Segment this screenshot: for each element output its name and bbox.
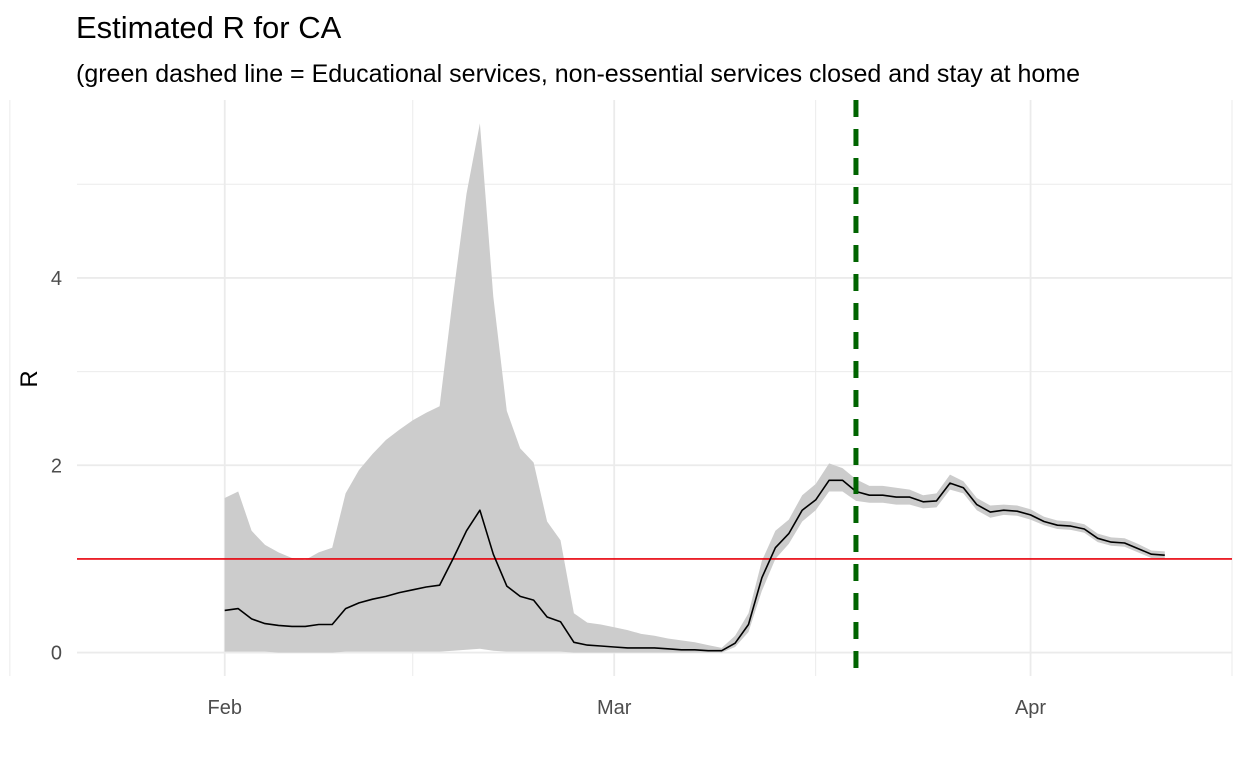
x-tick-label: Mar (597, 697, 632, 719)
x-tick-label: Feb (207, 697, 241, 719)
y-tick-label: 4 (51, 268, 62, 290)
y-tick-label: 2 (51, 455, 62, 477)
y-tick-label: 0 (51, 643, 62, 665)
chart-subtitle: (green dashed line = Educational service… (76, 60, 1081, 88)
y-axis-label: R (16, 370, 43, 387)
r-estimate-line (224, 479, 1165, 652)
chart-title: Estimated R for CA (76, 10, 342, 45)
confidence-ribbon (224, 123, 1165, 653)
x-tick-label: Apr (1015, 697, 1046, 719)
